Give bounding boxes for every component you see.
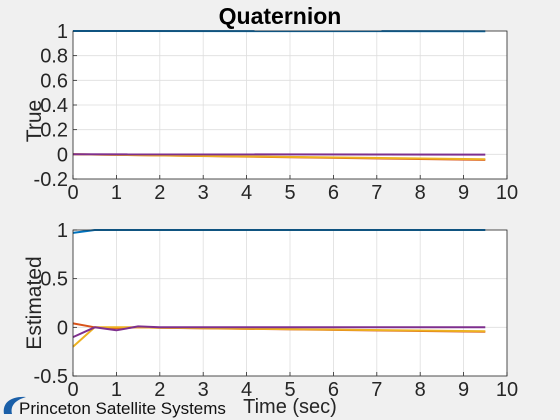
x-tick-label: 2 bbox=[154, 182, 165, 204]
y-tick-label: 0.2 bbox=[40, 120, 68, 142]
x-tick-label: 1 bbox=[111, 182, 122, 204]
y-tick-label: 1 bbox=[57, 220, 68, 242]
x-tick-label: 8 bbox=[415, 182, 426, 204]
x-axis-label: Time (sec) bbox=[243, 396, 337, 418]
x-tick-label: 2 bbox=[154, 379, 165, 401]
x-tick-label: 1 bbox=[111, 379, 122, 401]
x-tick-label: 5 bbox=[284, 182, 295, 204]
x-tick-label: 5 bbox=[284, 379, 295, 401]
x-tick-label: 9 bbox=[458, 379, 469, 401]
pss-swoosh-icon bbox=[3, 396, 26, 414]
axes-true: 0 1 2 3 4 5 6 7 8 9 10 -0.200.20.40.60.81 Quaterni… bbox=[23, 3, 518, 204]
axes-estimated: 0 1 2 3 4 5 6 7 8 9 10 -0.500.51 Estimated Time (s… bbox=[23, 220, 518, 418]
x-tick-labels-estimated: 0 1 2 3 4 5 6 7 8 9 10 bbox=[67, 379, 518, 401]
x-tick-label: 9 bbox=[458, 182, 469, 204]
x-tick-label: 10 bbox=[496, 379, 518, 401]
y-tick-label: 0.4 bbox=[40, 95, 68, 117]
y-axis-label-estimated: Estimated bbox=[23, 256, 46, 349]
x-tick-label: 7 bbox=[371, 182, 382, 204]
y-tick-label: 0 bbox=[57, 317, 68, 339]
x-tick-label: 6 bbox=[328, 379, 339, 401]
x-tick-label: 0 bbox=[67, 379, 78, 401]
watermark-text: Princeton Satellite Systems bbox=[19, 399, 226, 418]
y-tick-labels-true: -0.2 00.2 0.4 0.60.8 1 bbox=[34, 21, 68, 191]
y-tick-label: 0 bbox=[57, 144, 68, 166]
y-tick-label: 0.8 bbox=[40, 46, 68, 68]
y-tick-label: -0.2 bbox=[34, 169, 68, 191]
chart-title: Quaternion bbox=[219, 3, 342, 29]
y-tick-label: 0.6 bbox=[40, 70, 68, 92]
series-line-4 bbox=[72, 325, 486, 339]
axes-box-true bbox=[72, 30, 508, 180]
y-tick-label: 1 bbox=[57, 21, 68, 43]
x-tick-labels-true: 0 1 2 3 4 5 6 7 8 9 10 bbox=[67, 182, 518, 204]
x-tick-label: 10 bbox=[496, 182, 518, 204]
x-tick-label: 0 bbox=[67, 182, 78, 204]
x-tick-label: 4 bbox=[241, 182, 252, 204]
series-line-3 bbox=[72, 326, 486, 348]
watermark: Princeton Satellite Systems bbox=[3, 396, 226, 418]
x-tick-label: 8 bbox=[415, 379, 426, 401]
y-tick-label: 0.5 bbox=[40, 269, 68, 291]
x-tick-label: 6 bbox=[328, 182, 339, 204]
y-tick-labels-estimated: -0.5 0 0.5 1 bbox=[34, 220, 68, 388]
x-tick-label: 3 bbox=[198, 379, 209, 401]
x-tick-label: 4 bbox=[241, 379, 252, 401]
y-axis-label-true: True bbox=[23, 100, 46, 142]
y-tick-label: -0.5 bbox=[34, 366, 68, 388]
axes-box-estimated bbox=[72, 229, 508, 377]
x-tick-label: 7 bbox=[371, 379, 382, 401]
x-tick-label: 3 bbox=[198, 182, 209, 204]
